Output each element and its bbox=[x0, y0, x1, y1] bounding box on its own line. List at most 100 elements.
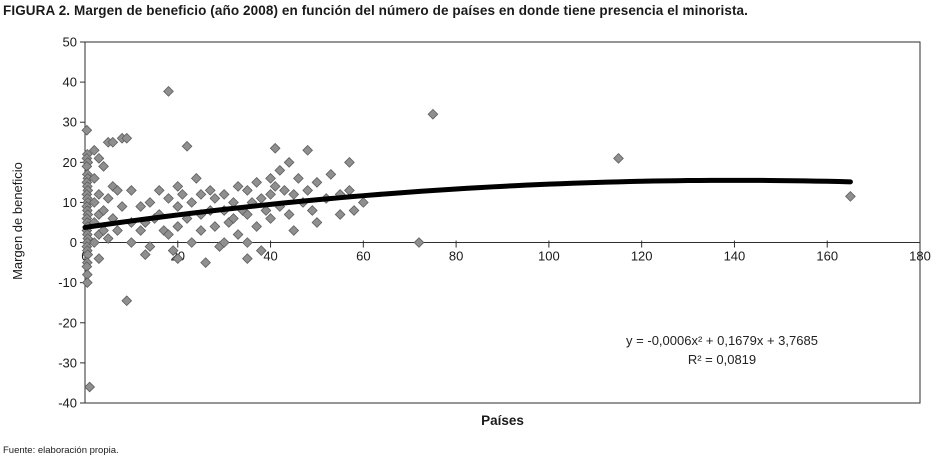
data-point bbox=[172, 221, 184, 232]
data-point bbox=[241, 253, 253, 264]
data-point bbox=[144, 197, 156, 208]
trendline-annotation: y = -0,0006x² + 0,1679x + 3,7685 R² = 0,… bbox=[588, 331, 856, 369]
data-point bbox=[126, 185, 137, 196]
scatter-chart: 50403020100-10-20-30-4002040608010012014… bbox=[58, 35, 931, 411]
data-point bbox=[311, 177, 323, 188]
x-tick-label: 100 bbox=[538, 249, 560, 264]
data-point bbox=[344, 156, 355, 168]
data-point bbox=[279, 185, 290, 196]
data-point bbox=[84, 381, 96, 393]
data-point bbox=[232, 181, 244, 192]
data-point bbox=[88, 237, 100, 248]
x-axis-title: Países bbox=[481, 413, 524, 428]
data-point bbox=[260, 205, 272, 216]
data-point bbox=[98, 160, 109, 172]
data-point bbox=[302, 144, 314, 156]
data-point bbox=[218, 189, 230, 200]
data-point bbox=[251, 177, 263, 188]
data-point bbox=[348, 205, 360, 216]
data-point bbox=[190, 173, 202, 184]
data-point bbox=[153, 185, 165, 196]
y-tick-label: -30 bbox=[58, 355, 77, 370]
data-point bbox=[283, 156, 295, 168]
data-point bbox=[251, 221, 263, 232]
data-point bbox=[845, 191, 856, 202]
data-point bbox=[98, 225, 109, 236]
x-tick-label: 140 bbox=[724, 249, 746, 264]
data-point bbox=[283, 209, 295, 220]
data-point bbox=[255, 245, 267, 256]
data-point bbox=[241, 185, 253, 196]
data-point bbox=[269, 181, 281, 192]
x-tick-label: 80 bbox=[449, 249, 463, 264]
y-tick-label: 40 bbox=[63, 75, 77, 90]
data-point bbox=[265, 213, 276, 224]
data-point bbox=[293, 173, 304, 184]
r-squared-label: R² = 0,0819 bbox=[687, 352, 757, 367]
data-point bbox=[241, 209, 253, 220]
data-point bbox=[195, 189, 207, 200]
data-point bbox=[116, 201, 128, 212]
data-point bbox=[93, 253, 105, 264]
data-point bbox=[181, 140, 193, 152]
y-tick-label: 10 bbox=[63, 195, 77, 210]
data-point bbox=[306, 205, 318, 216]
data-point bbox=[163, 229, 174, 240]
data-point bbox=[163, 193, 174, 204]
data-point bbox=[218, 237, 230, 248]
data-point bbox=[121, 295, 133, 307]
data-point bbox=[325, 169, 337, 180]
y-tick-label: 30 bbox=[63, 115, 77, 130]
data-point bbox=[413, 237, 425, 248]
data-point bbox=[121, 132, 133, 144]
data-point bbox=[274, 164, 286, 176]
data-point bbox=[209, 221, 221, 232]
y-tick-label: 0 bbox=[70, 235, 77, 250]
data-point bbox=[112, 225, 123, 236]
data-point bbox=[334, 209, 346, 220]
data-point bbox=[172, 253, 184, 264]
data-point bbox=[144, 241, 156, 252]
data-point bbox=[88, 144, 100, 156]
data-point bbox=[186, 237, 198, 248]
figure-title: FIGURA 2. Margen de beneficio (año 2008)… bbox=[3, 3, 749, 18]
data-point bbox=[269, 142, 281, 154]
data-point bbox=[427, 108, 439, 120]
data-point bbox=[357, 197, 369, 208]
data-point bbox=[265, 189, 276, 200]
data-point bbox=[139, 249, 151, 260]
data-point bbox=[112, 185, 123, 196]
data-point bbox=[302, 185, 314, 196]
data-point bbox=[93, 152, 105, 164]
source-note: Fuente: elaboración propia. bbox=[3, 445, 119, 456]
data-point bbox=[186, 197, 198, 208]
data-point bbox=[93, 189, 105, 200]
data-point bbox=[135, 201, 147, 212]
data-point bbox=[81, 277, 93, 289]
data-point bbox=[228, 213, 239, 224]
data-point bbox=[81, 124, 93, 136]
data-point bbox=[167, 245, 179, 256]
data-point bbox=[311, 217, 323, 228]
y-tick-label: -10 bbox=[58, 275, 77, 290]
trendline bbox=[82, 177, 853, 230]
data-point bbox=[204, 185, 216, 196]
data-point bbox=[102, 193, 114, 204]
y-tick-label: -40 bbox=[58, 396, 77, 411]
data-point bbox=[241, 237, 253, 248]
data-point bbox=[265, 173, 276, 184]
data-point bbox=[613, 152, 624, 164]
y-tick-label: 50 bbox=[63, 35, 77, 50]
y-tick-label: -20 bbox=[58, 315, 77, 330]
data-point bbox=[172, 201, 184, 212]
x-tick-label: 160 bbox=[816, 249, 838, 264]
x-tick-label: 180 bbox=[909, 249, 931, 264]
data-point bbox=[209, 193, 221, 204]
data-point bbox=[177, 189, 188, 200]
data-point bbox=[98, 205, 109, 216]
data-point bbox=[288, 189, 300, 200]
data-point bbox=[200, 257, 211, 268]
x-tick-label: 60 bbox=[356, 249, 370, 264]
data-point bbox=[172, 181, 184, 192]
